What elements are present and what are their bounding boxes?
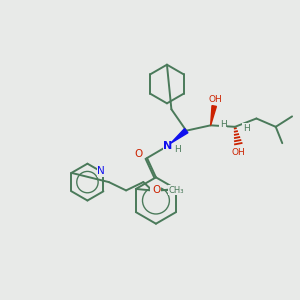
Text: CH₃: CH₃ <box>169 186 184 195</box>
Text: H: H <box>174 145 181 154</box>
Polygon shape <box>171 129 188 143</box>
Text: H: H <box>243 124 250 133</box>
Text: O: O <box>151 185 159 195</box>
Text: OH: OH <box>209 95 223 104</box>
Text: N: N <box>97 167 105 176</box>
Text: O: O <box>135 149 143 160</box>
Text: OH: OH <box>232 148 245 157</box>
Text: O: O <box>153 185 161 195</box>
Polygon shape <box>211 106 216 125</box>
Text: N: N <box>163 140 172 151</box>
Text: H: H <box>220 120 226 129</box>
